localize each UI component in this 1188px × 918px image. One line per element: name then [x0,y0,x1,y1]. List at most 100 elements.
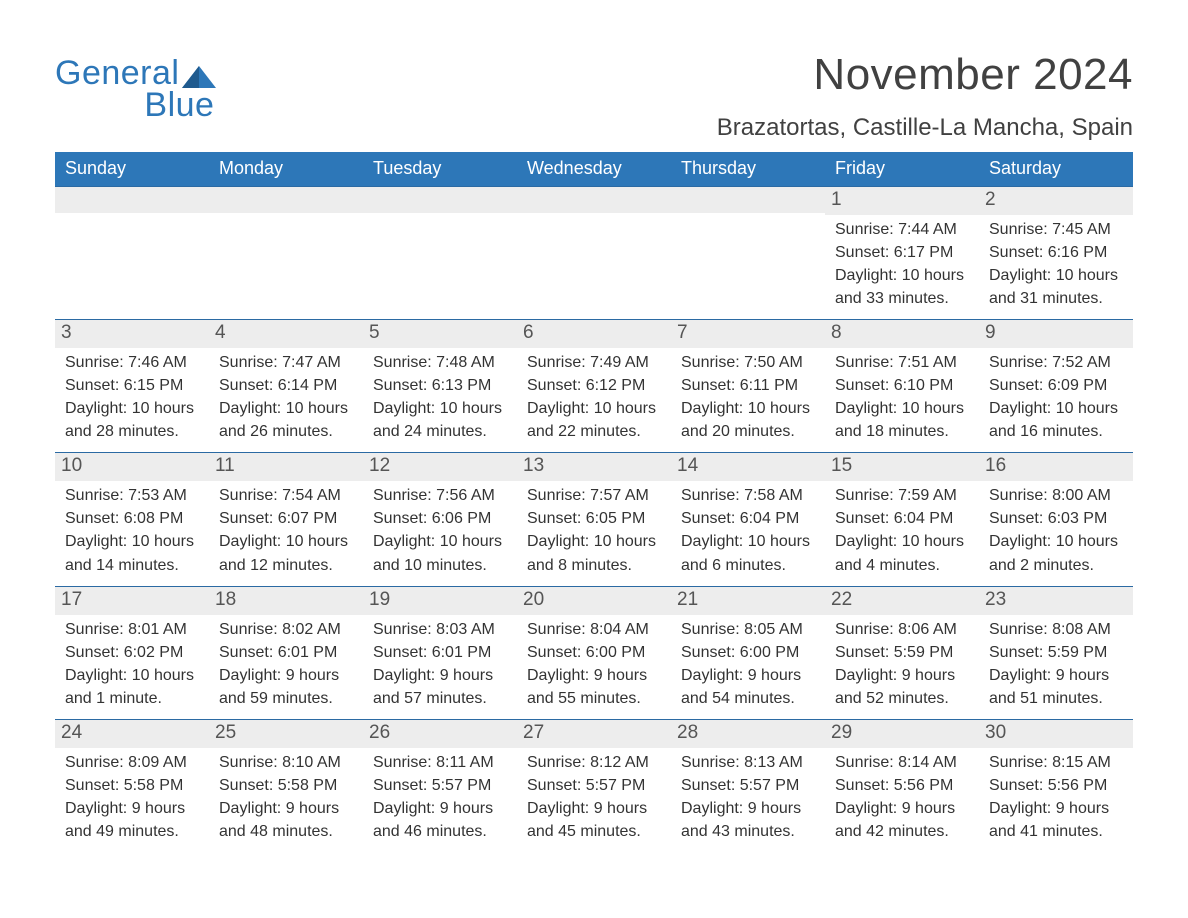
day-cell [517,187,671,319]
day-details: Sunrise: 8:01 AMSunset: 6:02 PMDaylight:… [55,619,209,719]
week-row: 24 Sunrise: 8:09 AMSunset: 5:58 PMDayligh… [55,719,1133,852]
month-title: November 2024 [717,50,1133,100]
weekday-header-row: SundayMondayTuesdayWednesdayThursdayFrid… [55,152,1133,186]
sunset-text: Sunset: 5:57 PM [525,775,663,796]
day-cell: 6Sunrise: 7:49 AMSunset: 6:12 PMDaylight… [517,320,671,452]
day-details: Sunrise: 8:09 AMSunset: 5:58 PMDaylight:… [55,752,209,852]
daylight-text-line2: and 59 minutes. [217,688,355,709]
daylight-text-line2: and 28 minutes. [63,421,201,442]
sunset-text: Sunset: 6:01 PM [371,642,509,663]
sunrise-text: Sunrise: 8:04 AM [525,619,663,640]
sunrise-text: Sunrise: 7:44 AM [833,219,971,240]
sunset-text: Sunset: 6:00 PM [679,642,817,663]
sunset-text: Sunset: 6:17 PM [833,242,971,263]
sunset-text: Sunset: 6:07 PM [217,508,355,529]
day-number: 13 [517,453,671,481]
sunrise-text: Sunrise: 7:54 AM [217,485,355,506]
daylight-text-line1: Daylight: 9 hours [987,798,1125,819]
sunrise-text: Sunrise: 7:51 AM [833,352,971,373]
sunset-text: Sunset: 6:04 PM [679,508,817,529]
day-cell: 10Sunrise: 7:53 AMSunset: 6:08 PMDayligh… [55,453,209,585]
daylight-text-line1: Daylight: 10 hours [833,265,971,286]
sunset-text: Sunset: 6:16 PM [987,242,1125,263]
sunrise-text: Sunrise: 7:49 AM [525,352,663,373]
sunrise-text: Sunrise: 8:06 AM [833,619,971,640]
daylight-text-line1: Daylight: 10 hours [63,398,201,419]
sunrise-text: Sunrise: 8:03 AM [371,619,509,640]
sunrise-text: Sunrise: 8:09 AM [63,752,201,773]
day-details: Sunrise: 7:59 AMSunset: 6:04 PMDaylight:… [825,485,979,585]
daylight-text-line2: and 49 minutes. [63,821,201,842]
daylight-text-line2: and 10 minutes. [371,555,509,576]
day-details: Sunrise: 8:00 AMSunset: 6:03 PMDaylight:… [979,485,1133,585]
day-cell: 5Sunrise: 7:48 AMSunset: 6:13 PMDaylight… [363,320,517,452]
sunrise-text: Sunrise: 8:00 AM [987,485,1125,506]
sunrise-text: Sunrise: 7:45 AM [987,219,1125,240]
day-cell: 9Sunrise: 7:52 AMSunset: 6:09 PMDaylight… [979,320,1133,452]
day-cell: 20Sunrise: 8:04 AMSunset: 6:00 PMDayligh… [517,587,671,719]
day-number: 15 [825,453,979,481]
sunrise-text: Sunrise: 7:53 AM [63,485,201,506]
daylight-text-line1: Daylight: 9 hours [679,665,817,686]
day-number: 24 [55,720,209,748]
day-number: 14 [671,453,825,481]
day-cell: 26Sunrise: 8:11 AMSunset: 5:57 PMDayligh… [363,720,517,852]
daylight-text-line2: and 45 minutes. [525,821,663,842]
day-cell: 13Sunrise: 7:57 AMSunset: 6:05 PMDayligh… [517,453,671,585]
daylight-text-line2: and 24 minutes. [371,421,509,442]
empty-day-number [55,187,209,213]
daylight-text-line2: and 33 minutes. [833,288,971,309]
calendar: SundayMondayTuesdayWednesdayThursdayFrid… [55,152,1133,852]
daylight-text-line1: Daylight: 10 hours [63,531,201,552]
day-cell: 16Sunrise: 8:00 AMSunset: 6:03 PMDayligh… [979,453,1133,585]
daylight-text-line1: Daylight: 10 hours [525,531,663,552]
daylight-text-line2: and 20 minutes. [679,421,817,442]
sunset-text: Sunset: 6:14 PM [217,375,355,396]
daylight-text-line1: Daylight: 9 hours [217,665,355,686]
day-cell: 30Sunrise: 8:15 AMSunset: 5:56 PMDayligh… [979,720,1133,852]
day-cell: 28Sunrise: 8:13 AMSunset: 5:57 PMDayligh… [671,720,825,852]
day-details: Sunrise: 8:13 AMSunset: 5:57 PMDaylight:… [671,752,825,852]
header: General Blue November 2024 Brazatortas, … [55,50,1133,142]
week-row: 1 Sunrise: 7:44 AMSunset: 6:17 PMDaylight… [55,186,1133,319]
week-row: 17Sunrise: 8:01 AMSunset: 6:02 PMDayligh… [55,586,1133,719]
daylight-text-line1: Daylight: 10 hours [833,531,971,552]
daylight-text-line2: and 43 minutes. [679,821,817,842]
day-details: Sunrise: 8:14 AMSunset: 5:56 PMDaylight:… [825,752,979,852]
brand-logo: General Blue [55,56,216,122]
day-number: 18 [209,587,363,615]
day-number: 1 [825,187,979,215]
day-number: 9 [979,320,1133,348]
day-cell: 24 Sunrise: 8:09 AMSunset: 5:58 PMDayligh… [55,720,209,852]
day-details: Sunrise: 8:12 AMSunset: 5:57 PMDaylight:… [517,752,671,852]
sunrise-text: Sunrise: 8:12 AM [525,752,663,773]
day-details: Sunrise: 7:44 AMSunset: 6:17 PMDaylight:… [825,219,979,319]
daylight-text-line2: and 46 minutes. [371,821,509,842]
daylight-text-line1: Daylight: 9 hours [371,798,509,819]
day-details: Sunrise: 7:50 AMSunset: 6:11 PMDaylight:… [671,352,825,452]
day-cell: 14Sunrise: 7:58 AMSunset: 6:04 PMDayligh… [671,453,825,585]
empty-day-number [671,187,825,213]
day-number: 11 [209,453,363,481]
day-cell: 17Sunrise: 8:01 AMSunset: 6:02 PMDayligh… [55,587,209,719]
sunrise-text: Sunrise: 8:13 AM [679,752,817,773]
day-cell: 19Sunrise: 8:03 AMSunset: 6:01 PMDayligh… [363,587,517,719]
sunset-text: Sunset: 6:06 PM [371,508,509,529]
sunrise-text: Sunrise: 7:46 AM [63,352,201,373]
weekday-header: Monday [209,152,363,186]
sunset-text: Sunset: 5:59 PM [833,642,971,663]
day-details: Sunrise: 8:08 AMSunset: 5:59 PMDaylight:… [979,619,1133,719]
day-details: Sunrise: 8:06 AMSunset: 5:59 PMDaylight:… [825,619,979,719]
daylight-text-line1: Daylight: 10 hours [987,531,1125,552]
day-number: 22 [825,587,979,615]
daylight-text-line2: and 18 minutes. [833,421,971,442]
daylight-text-line1: Daylight: 9 hours [679,798,817,819]
day-details: Sunrise: 7:53 AMSunset: 6:08 PMDaylight:… [55,485,209,585]
day-details: Sunrise: 8:10 AMSunset: 5:58 PMDaylight:… [209,752,363,852]
daylight-text-line2: and 22 minutes. [525,421,663,442]
day-cell: 27Sunrise: 8:12 AMSunset: 5:57 PMDayligh… [517,720,671,852]
sunset-text: Sunset: 6:10 PM [833,375,971,396]
day-details: Sunrise: 7:46 AMSunset: 6:15 PMDaylight:… [55,352,209,452]
daylight-text-line1: Daylight: 10 hours [217,398,355,419]
daylight-text-line2: and 52 minutes. [833,688,971,709]
